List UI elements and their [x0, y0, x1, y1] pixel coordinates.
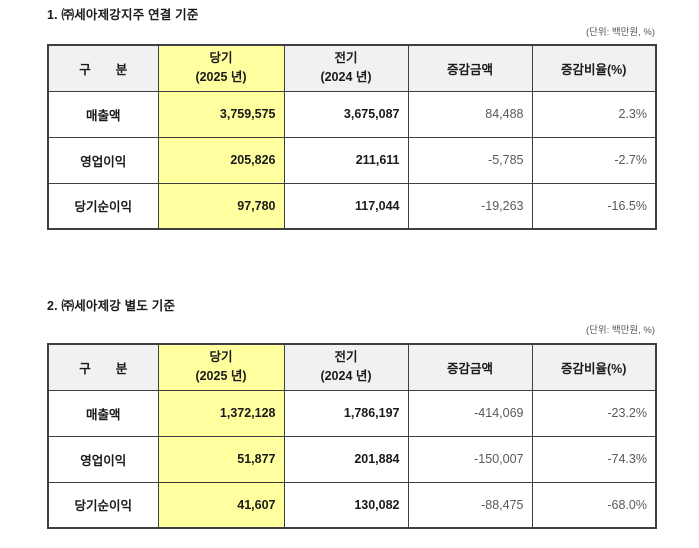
change-ratio-value: -16.5% [531, 182, 657, 230]
current-value: 41,607 [157, 481, 285, 529]
change-ratio-value: -23.2% [531, 389, 657, 437]
change-ratio-value: -2.7% [531, 136, 657, 184]
row-label: 영업이익 [47, 136, 159, 184]
previous-value: 1,786,197 [283, 389, 409, 437]
change-ratio-value: -68.0% [531, 481, 657, 529]
column-header-previous: 전기 (2024 년) [283, 343, 409, 391]
row-label: 당기순이익 [47, 481, 159, 529]
change-amount-value: -19,263 [407, 182, 533, 230]
current-period-label: 당기 [209, 349, 233, 364]
column-header-current: 당기 (2025 년) [157, 343, 285, 391]
previous-value: 201,884 [283, 435, 409, 483]
change-ratio-value: -74.3% [531, 435, 657, 483]
consolidated-results-table: 구 분 당기 (2025 년) 전기 (2024 년) 증감금액 증감비율(%)… [47, 44, 657, 230]
table-row: 영업이익 205,826 211,611 -5,785 -2.7% [47, 136, 657, 184]
change-amount-value: -5,785 [407, 136, 533, 184]
column-header-change-ratio: 증감비율(%) [531, 343, 657, 391]
previous-value: 130,082 [283, 481, 409, 529]
column-header-previous: 전기 (2024 년) [283, 44, 409, 92]
section-title-consolidated: 1. ㈜세아제강지주 연결 기준 [47, 8, 199, 22]
current-period-label: 당기 [209, 50, 233, 65]
current-value: 51,877 [157, 435, 285, 483]
previous-value: 211,611 [283, 136, 409, 184]
table-row: 당기순이익 97,780 117,044 -19,263 -16.5% [47, 182, 657, 230]
column-header-category: 구 분 [47, 343, 159, 391]
table-row: 당기순이익 41,607 130,082 -88,475 -68.0% [47, 481, 657, 529]
previous-value: 3,675,087 [283, 90, 409, 138]
row-label: 당기순이익 [47, 182, 159, 230]
previous-value: 117,044 [283, 182, 409, 230]
table-header-row: 구 분 당기 (2025 년) 전기 (2024 년) 증감금액 증감비율(%) [47, 44, 657, 92]
table-row: 영업이익 51,877 201,884 -150,007 -74.3% [47, 435, 657, 483]
change-amount-value: -88,475 [407, 481, 533, 529]
unit-note: (단위: 백만원, %) [585, 325, 655, 336]
current-year-label: (2025 년) [195, 369, 247, 384]
table-row: 매출액 1,372,128 1,786,197 -414,069 -23.2% [47, 389, 657, 437]
table-header-row: 구 분 당기 (2025 년) 전기 (2024 년) 증감금액 증감비율(%) [47, 343, 657, 391]
row-label: 매출액 [47, 90, 159, 138]
change-amount-value: -414,069 [407, 389, 533, 437]
table-row: 매출액 3,759,575 3,675,087 84,488 2.3% [47, 90, 657, 138]
change-amount-value: 84,488 [407, 90, 533, 138]
column-header-current: 당기 (2025 년) [157, 44, 285, 92]
current-year-label: (2025 년) [195, 70, 247, 85]
current-value: 97,780 [157, 182, 285, 230]
change-ratio-value: 2.3% [531, 90, 657, 138]
current-value: 3,759,575 [157, 90, 285, 138]
current-value: 205,826 [157, 136, 285, 184]
separate-results-table: 구 분 당기 (2025 년) 전기 (2024 년) 증감금액 증감비율(%)… [47, 343, 657, 529]
previous-period-label: 전기 [334, 349, 358, 364]
unit-note: (단위: 백만원, %) [585, 27, 655, 38]
column-header-category: 구 분 [47, 44, 159, 92]
current-value: 1,372,128 [157, 389, 285, 437]
row-label: 매출액 [47, 389, 159, 437]
change-amount-value: -150,007 [407, 435, 533, 483]
row-label: 영업이익 [47, 435, 159, 483]
column-header-change-amount: 증감금액 [407, 44, 533, 92]
previous-period-label: 전기 [334, 50, 358, 65]
column-header-change-amount: 증감금액 [407, 343, 533, 391]
previous-year-label: (2024 년) [320, 70, 372, 85]
previous-year-label: (2024 년) [320, 369, 372, 384]
section-title-separate: 2. ㈜세아제강 별도 기준 [47, 299, 176, 313]
column-header-change-ratio: 증감비율(%) [531, 44, 657, 92]
